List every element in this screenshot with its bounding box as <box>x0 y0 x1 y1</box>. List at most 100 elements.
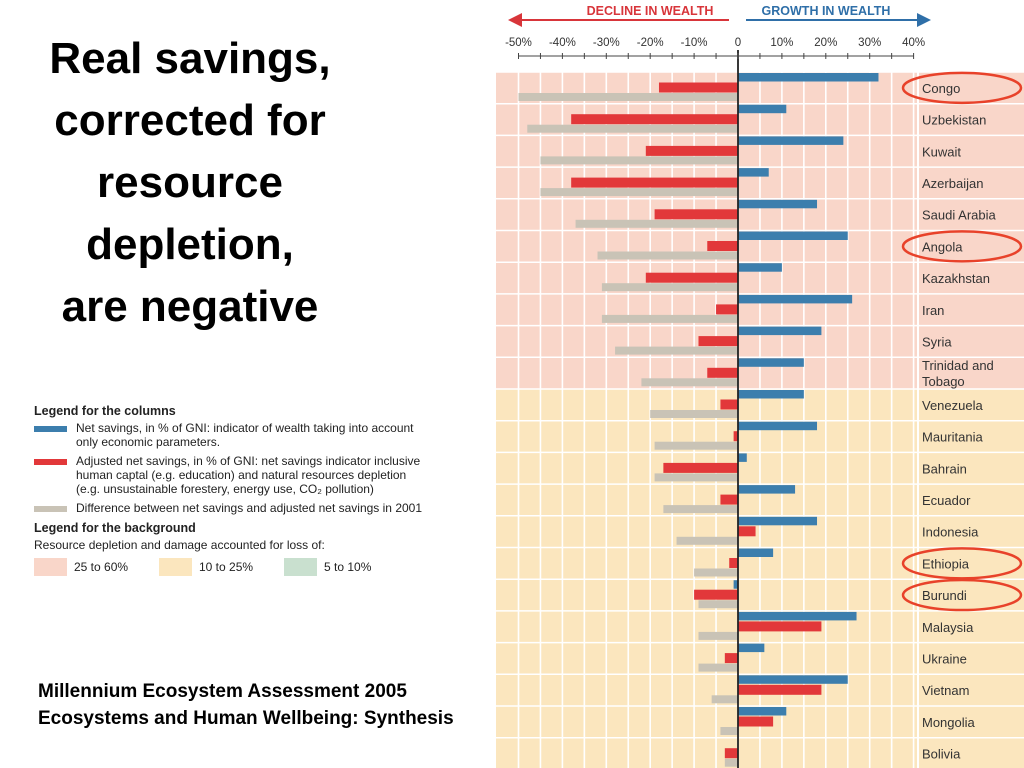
x-tick-label: -50% <box>505 37 532 49</box>
net-savings-bar <box>738 421 818 431</box>
x-tick-label: -40% <box>549 37 576 49</box>
net-savings-bar <box>738 73 879 82</box>
slide-title-line: depletion, <box>86 220 294 269</box>
slide-title-line: resource <box>97 158 283 207</box>
slide-title-line: Real savings, <box>49 34 331 83</box>
adjusted-savings-bar <box>716 304 738 315</box>
source-line: Ecosystems and Human Wellbeing: Synthesi… <box>38 708 454 729</box>
legend-background-subtitle: Resource depletion and damage accounted … <box>34 538 325 552</box>
source-citation: Millennium Ecosystem Assessment 2005 Ecos… <box>38 678 454 732</box>
legend-background-swatch <box>284 558 317 576</box>
net-savings-bar <box>738 453 747 462</box>
adjusted-savings-bar <box>698 336 738 347</box>
adjusted-savings-bar <box>694 589 738 600</box>
net-savings-bar <box>738 104 787 114</box>
difference-bar <box>694 568 738 577</box>
net-savings-bar <box>738 358 804 367</box>
adjusted-savings-bar <box>738 684 822 695</box>
difference-bar <box>663 505 738 514</box>
net-savings-bar <box>738 231 848 240</box>
country-label: Uzbekistan <box>922 113 986 128</box>
x-tick-label: -20% <box>637 37 664 49</box>
country-label: Bolivia <box>922 747 961 762</box>
slide-title-line: are negative <box>61 282 319 331</box>
country-label: Vietnam <box>922 683 969 698</box>
difference-bar <box>518 93 738 101</box>
country-label: Bahrain <box>922 461 967 476</box>
legend-item: Difference between net savings and adjus… <box>34 501 494 515</box>
slide-title: Real savings, corrected for resource deplet… <box>20 28 360 338</box>
country-label: Tobago <box>922 374 965 389</box>
net-savings-bar <box>738 390 804 399</box>
net-savings-bar <box>738 199 818 209</box>
adjusted-savings-bar <box>724 653 738 664</box>
country-label: Ecuador <box>922 493 971 508</box>
decline-arrow-head <box>508 13 522 27</box>
net-savings-bar <box>733 580 738 589</box>
net-savings-bar <box>738 611 857 621</box>
country-label: Malaysia <box>922 620 974 635</box>
legend-background-label: 25 to 60% <box>74 560 129 574</box>
legend-background-label: 5 to 10% <box>324 560 372 574</box>
net-savings-bar <box>738 516 818 526</box>
country-label: Iran <box>922 303 944 318</box>
country-label: Burundi <box>922 588 967 603</box>
source-line: Millennium Ecosystem Assessment 2005 <box>38 681 407 702</box>
x-tick-label: -30% <box>593 37 620 49</box>
country-label: Venezuela <box>922 398 983 413</box>
net-savings-bar <box>738 136 844 145</box>
adjusted-savings-bar <box>645 145 738 156</box>
x-tick-label: 0 <box>735 37 741 49</box>
legend-columns-title: Legend for the columns <box>34 404 176 418</box>
x-tick-label: 20% <box>814 37 837 49</box>
adjusted-savings-bar <box>571 114 738 125</box>
country-label: Kazakhstan <box>922 271 990 286</box>
legend-background-swatch <box>159 558 192 576</box>
x-tick-label: 40% <box>902 37 925 49</box>
legend-item-text: Adjusted net savings, in % of GNI: net s… <box>76 454 421 468</box>
chart-country-labels: Congo Uzbekistan Kuwait Azerbaijan Saudi Ara… <box>901 71 1023 762</box>
country-label: Angola <box>922 239 963 254</box>
legend: Legend for the columns Net savings, in %… <box>34 404 494 576</box>
decline-in-wealth-header: DECLINE IN WEALTH <box>587 4 714 18</box>
adjusted-savings-bar <box>720 399 738 410</box>
chart-bars <box>518 73 879 767</box>
difference-bar <box>676 536 738 545</box>
country-highlight-ellipse <box>901 578 1023 612</box>
legend-item-text: (e.g. unsustainable forestery, energy us… <box>76 482 374 496</box>
country-label: Ukraine <box>922 651 967 666</box>
net-savings-bar <box>738 263 782 272</box>
legend-column-items: Net savings, in % of GNI: indicator of w… <box>34 421 494 515</box>
legend-background-title: Legend for the background <box>34 521 196 535</box>
difference-bar <box>698 631 738 640</box>
country-label: Congo <box>922 81 960 96</box>
country-highlight-ellipse <box>901 71 1023 105</box>
country-label: Mongolia <box>922 715 976 730</box>
difference-bar <box>711 695 738 704</box>
adjusted-savings-bar <box>720 494 738 505</box>
country-highlight-ellipse <box>901 547 1023 580</box>
x-tick-label: -10% <box>681 37 708 49</box>
country-label: Mauritania <box>922 430 983 445</box>
difference-bar <box>650 410 738 418</box>
net-savings-bar <box>738 485 796 494</box>
legend-background-label: 10 to 25% <box>199 560 254 574</box>
chart-axis: -50% -40% -30% -20% -10% 0 10% 20% 30% 40% DECLINE… <box>505 4 931 768</box>
country-label: Kuwait <box>922 144 961 159</box>
legend-background-items: 25 to 60% 10 to 25% 5 to 10% <box>34 558 494 576</box>
legend-item-text: human captal (e.g. education) and natura… <box>76 468 407 482</box>
difference-bar <box>601 314 738 323</box>
country-label: Indonesia <box>922 525 979 540</box>
difference-bar <box>527 124 738 133</box>
slide-title-line: corrected for <box>54 96 326 145</box>
difference-bar <box>654 441 738 450</box>
country-highlight-ellipse <box>901 230 1023 263</box>
difference-bar <box>641 378 738 387</box>
adjusted-savings-bar <box>724 748 738 759</box>
net-savings-bar <box>738 168 769 177</box>
legend-swatch <box>34 506 67 512</box>
difference-bar <box>698 663 738 672</box>
adjusted-savings-bar <box>729 558 738 568</box>
adjusted-savings-bar <box>707 367 738 378</box>
legend-item: Net savings, in % of GNI: indicator of w… <box>34 421 494 449</box>
